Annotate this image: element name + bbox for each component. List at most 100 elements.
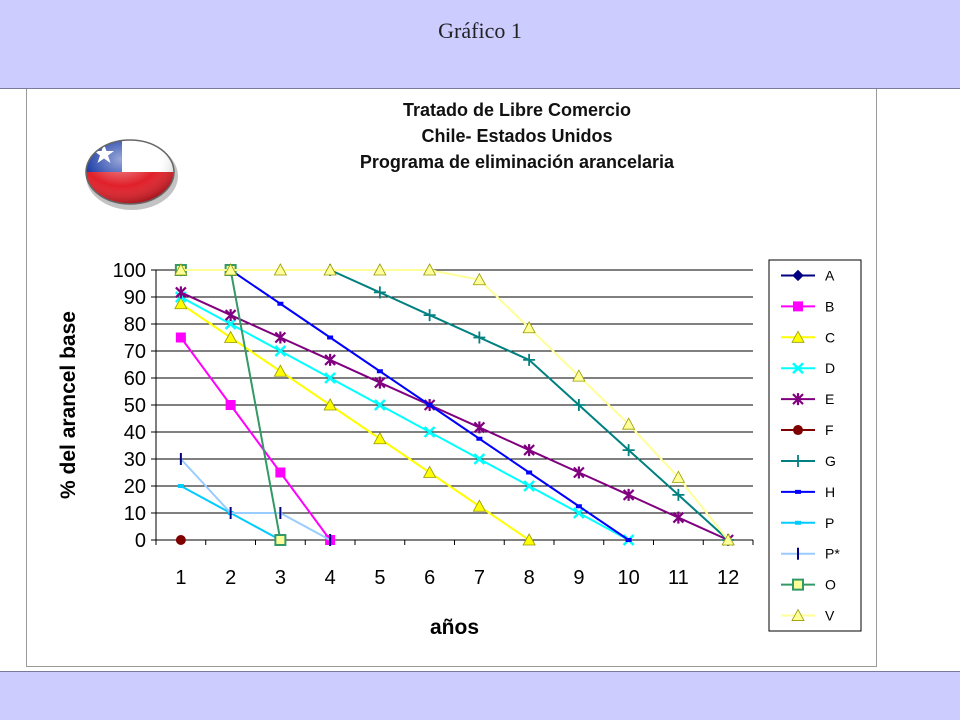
- data-point: [323, 263, 337, 276]
- x-tick-label: 10: [618, 567, 640, 589]
- data-point: [324, 372, 337, 384]
- data-point: [625, 538, 632, 542]
- legend-item: A: [781, 267, 835, 283]
- data-point: [472, 499, 487, 512]
- data-point: [523, 444, 535, 457]
- data-point: [175, 286, 187, 299]
- data-point: [277, 301, 284, 306]
- data-point: [473, 453, 486, 465]
- legend-item: C: [781, 329, 835, 345]
- legend-marker: [791, 608, 805, 621]
- y-tick-label: 60: [124, 368, 146, 390]
- series-v: [174, 263, 735, 546]
- data-point: [672, 511, 685, 524]
- legend-label: E: [825, 391, 834, 407]
- chile-flag-icon: [85, 139, 178, 210]
- x-tick-label: 5: [374, 567, 385, 589]
- y-axis-label: % del arancel base: [57, 311, 80, 499]
- legend-item: G: [781, 453, 836, 469]
- data-point: [523, 353, 536, 366]
- chart-title: Tratado de Libre Comercio Chile- Estados…: [227, 97, 807, 175]
- data-point: [721, 533, 735, 546]
- legend-item: P*: [781, 546, 840, 562]
- x-tick-label: 2: [225, 567, 236, 589]
- y-tick-label: 0: [135, 530, 146, 552]
- legend-marker: [795, 520, 801, 525]
- legend-label: B: [825, 298, 834, 314]
- y-tick-label: 20: [124, 476, 146, 498]
- legend-item: D: [781, 360, 835, 376]
- series-c: [174, 296, 536, 546]
- legend-item: V: [781, 608, 835, 624]
- data-point: [422, 263, 437, 276]
- y-tick-label: 90: [124, 287, 146, 309]
- y-tick-label: 80: [124, 314, 146, 336]
- data-point: [373, 286, 386, 299]
- legend-label: V: [825, 608, 835, 624]
- x-tick-label: 3: [275, 567, 286, 589]
- y-tick-label: 10: [124, 503, 146, 525]
- data-point: [273, 364, 288, 377]
- data-point: [274, 331, 287, 344]
- data-point: [274, 534, 287, 546]
- data-point: [174, 263, 188, 276]
- data-point: [175, 535, 186, 545]
- data-point: [174, 296, 188, 310]
- data-point: [225, 400, 236, 410]
- data-point: [373, 263, 387, 276]
- data-point: [224, 318, 237, 330]
- series-line: [180, 458, 331, 541]
- data-point: [373, 399, 386, 411]
- series-g: [324, 264, 735, 546]
- series-h: [227, 268, 632, 542]
- chart-title-line: Chile- Estados Unidos: [421, 126, 613, 146]
- series-line: [180, 302, 530, 541]
- x-tick-label: 12: [717, 567, 739, 589]
- data-point: [672, 488, 685, 501]
- data-point: [223, 330, 238, 343]
- data-point: [373, 431, 387, 445]
- legend-label: P*: [825, 546, 840, 562]
- legend-item: O: [781, 577, 836, 593]
- data-point: [522, 533, 536, 546]
- data-point: [671, 470, 686, 483]
- legend-item: F: [781, 422, 834, 438]
- data-point: [573, 466, 585, 479]
- y-tick-label: 50: [124, 395, 146, 417]
- divider-top: [0, 88, 960, 89]
- data-point: [177, 484, 184, 488]
- data-point: [273, 263, 288, 276]
- legend-label: F: [825, 422, 834, 438]
- content-area: Tratado de Libre Comercio Chile- Estados…: [0, 89, 960, 671]
- data-point: [274, 345, 287, 357]
- legend-marker: [792, 362, 804, 375]
- x-tick-label: 4: [325, 567, 336, 589]
- legend-label: G: [825, 453, 836, 469]
- legend-item: B: [781, 298, 834, 314]
- data-point: [327, 335, 334, 340]
- series-line: [180, 291, 729, 541]
- series-e: [175, 286, 734, 546]
- data-point: [422, 465, 437, 478]
- legend-marker: [793, 425, 803, 436]
- legend-marker: [791, 330, 805, 343]
- data-point: [572, 399, 585, 411]
- legend-label: C: [825, 329, 835, 345]
- y-tick-label: 100: [113, 260, 146, 282]
- data-point: [622, 488, 635, 501]
- legend-label: P: [825, 515, 834, 531]
- legend-label: D: [825, 360, 835, 376]
- x-tick-label: 6: [424, 567, 435, 589]
- legend-box: [768, 259, 862, 632]
- chart-title-line: Programa de eliminación arancelaria: [359, 152, 675, 172]
- series-f: [175, 535, 186, 545]
- series-line: [180, 336, 331, 541]
- data-point: [476, 436, 483, 441]
- data-point: [426, 403, 433, 407]
- data-point: [423, 309, 436, 322]
- chart-title-line: Tratado de Libre Comercio: [402, 100, 632, 120]
- legend-marker: [792, 393, 804, 406]
- data-point: [622, 444, 635, 457]
